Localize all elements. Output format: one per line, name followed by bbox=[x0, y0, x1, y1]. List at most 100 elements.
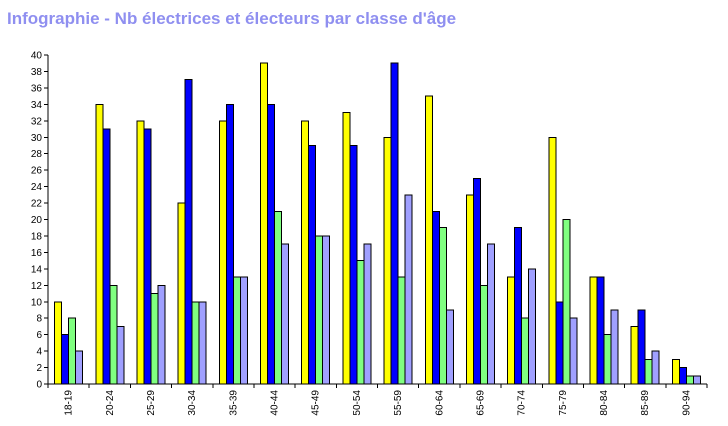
bar-60-64-series-2 bbox=[431, 210, 440, 385]
x-category-label: 40-44 bbox=[270, 390, 281, 416]
bar-55-59-series-2 bbox=[390, 62, 399, 385]
y-tick-label: 26 bbox=[31, 166, 43, 177]
bar-80-84-series-1 bbox=[589, 276, 598, 385]
bar-85-89-series-1 bbox=[630, 325, 639, 385]
y-tick-label: 10 bbox=[31, 297, 43, 308]
bar-25-29-series-4 bbox=[157, 284, 166, 385]
bar-18-19-series-2 bbox=[61, 334, 70, 385]
x-category-label: 85-89 bbox=[640, 390, 651, 416]
bar-30-34-series-4 bbox=[198, 301, 207, 385]
x-category-label: 65-69 bbox=[475, 390, 486, 416]
bar-30-34-series-2 bbox=[184, 79, 193, 385]
bar-65-69-series-3 bbox=[479, 284, 488, 385]
bar-80-84-series-2 bbox=[596, 276, 605, 385]
bar-35-39-series-3 bbox=[232, 276, 241, 385]
y-tick-label: 20 bbox=[31, 215, 43, 226]
bar-35-39-series-4 bbox=[239, 276, 248, 385]
x-category-label: 45-49 bbox=[311, 390, 322, 416]
x-category-label: 18-19 bbox=[64, 390, 75, 416]
bar-65-69-series-1 bbox=[465, 194, 474, 385]
chart-title: Infographie - Nb électrices et électeurs… bbox=[7, 9, 457, 28]
bar-85-89-series-3 bbox=[644, 358, 653, 385]
bar-25-29-series-1 bbox=[136, 120, 145, 385]
y-tick-label: 32 bbox=[31, 116, 43, 127]
bar-90-94-series-2 bbox=[678, 367, 687, 385]
bar-70-74-series-1 bbox=[507, 276, 516, 385]
bar-40-44-series-1 bbox=[260, 62, 269, 385]
bar-60-64-series-1 bbox=[424, 95, 433, 385]
bar-65-69-series-4 bbox=[486, 243, 495, 385]
x-category-label: 55-59 bbox=[393, 390, 404, 416]
x-category-label: 30-34 bbox=[187, 390, 198, 416]
x-category-label: 80-84 bbox=[599, 390, 610, 416]
bar-90-94-series-4 bbox=[692, 375, 701, 385]
bar-45-49-series-1 bbox=[301, 120, 310, 385]
bar-45-49-series-3 bbox=[315, 235, 324, 385]
bar-85-89-series-4 bbox=[651, 350, 660, 385]
bar-40-44-series-2 bbox=[267, 103, 276, 385]
bar-40-44-series-3 bbox=[274, 210, 283, 385]
bar-85-89-series-2 bbox=[637, 309, 646, 385]
bar-70-74-series-3 bbox=[521, 317, 530, 385]
bar-20-24-series-4 bbox=[116, 325, 125, 385]
bar-55-59-series-3 bbox=[397, 276, 406, 385]
bar-90-94-series-3 bbox=[685, 375, 694, 385]
bar-75-79-series-1 bbox=[548, 136, 557, 385]
bar-18-19-series-1 bbox=[54, 301, 63, 385]
bar-70-74-series-4 bbox=[528, 268, 537, 385]
y-tick-label: 18 bbox=[31, 231, 43, 242]
y-tick-label: 16 bbox=[31, 248, 43, 259]
bar-55-59-series-1 bbox=[383, 136, 392, 385]
bar-50-54-series-1 bbox=[342, 112, 351, 385]
bar-45-49-series-4 bbox=[322, 235, 331, 385]
x-category-label: 20-24 bbox=[105, 390, 116, 416]
bar-80-84-series-3 bbox=[603, 334, 612, 385]
bar-75-79-series-4 bbox=[569, 317, 578, 385]
bar-60-64-series-3 bbox=[438, 227, 447, 385]
bar-80-84-series-4 bbox=[610, 309, 619, 385]
y-tick-label: 4 bbox=[36, 347, 42, 358]
bar-20-24-series-1 bbox=[95, 103, 104, 385]
y-tick-label: 36 bbox=[31, 83, 43, 94]
bar-20-24-series-2 bbox=[102, 128, 111, 385]
bar-18-19-series-4 bbox=[75, 350, 84, 385]
bars-group bbox=[54, 62, 701, 385]
bar-35-39-series-1 bbox=[218, 120, 227, 385]
bar-55-59-series-4 bbox=[404, 194, 413, 385]
x-category-label: 90-94 bbox=[681, 390, 692, 416]
y-tick-label: 2 bbox=[36, 363, 42, 374]
bar-18-19-series-3 bbox=[68, 317, 77, 385]
y-tick-label: 34 bbox=[31, 100, 43, 111]
x-category-label: 25-29 bbox=[146, 390, 157, 416]
bar-45-49-series-2 bbox=[308, 144, 317, 385]
bar-30-34-series-1 bbox=[177, 202, 186, 385]
bar-20-24-series-3 bbox=[109, 284, 118, 385]
bar-40-44-series-4 bbox=[281, 243, 290, 385]
bar-90-94-series-1 bbox=[671, 358, 680, 385]
bar-50-54-series-2 bbox=[349, 144, 358, 385]
x-category-label: 60-64 bbox=[434, 390, 445, 416]
axes-group: 024681012141618202224262830323436384018-… bbox=[31, 51, 708, 416]
x-category-label: 75-79 bbox=[558, 390, 569, 416]
x-category-label: 70-74 bbox=[517, 390, 528, 416]
bar-25-29-series-2 bbox=[143, 128, 152, 385]
y-tick-label: 6 bbox=[36, 330, 42, 341]
y-tick-label: 28 bbox=[31, 149, 43, 160]
bar-75-79-series-2 bbox=[555, 301, 564, 385]
y-tick-label: 30 bbox=[31, 133, 43, 144]
y-tick-label: 8 bbox=[36, 314, 42, 325]
y-tick-label: 14 bbox=[31, 264, 43, 275]
y-tick-label: 24 bbox=[31, 182, 43, 193]
bar-25-29-series-3 bbox=[150, 293, 159, 385]
x-category-label: 35-39 bbox=[228, 390, 239, 416]
bar-35-39-series-2 bbox=[225, 103, 234, 385]
bar-30-34-series-3 bbox=[191, 301, 200, 385]
bar-70-74-series-2 bbox=[514, 227, 523, 385]
bar-50-54-series-4 bbox=[363, 243, 372, 385]
bar-60-64-series-4 bbox=[445, 309, 454, 385]
y-tick-label: 22 bbox=[31, 199, 43, 210]
y-tick-label: 38 bbox=[31, 67, 43, 78]
y-tick-label: 0 bbox=[36, 380, 42, 391]
bar-75-79-series-3 bbox=[562, 219, 571, 385]
